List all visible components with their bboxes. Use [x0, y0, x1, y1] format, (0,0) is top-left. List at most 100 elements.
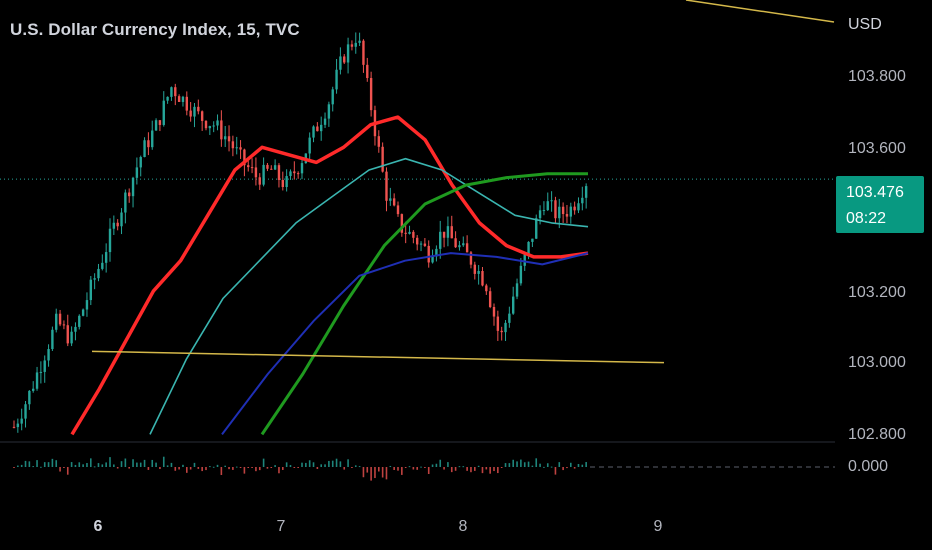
candle-body — [250, 167, 254, 169]
oscillator-bar — [40, 466, 42, 468]
oscillator-bar — [550, 466, 553, 468]
oscillator-bar — [247, 467, 250, 468]
candle-body — [81, 309, 85, 316]
oscillator-bar — [343, 467, 346, 470]
oscillator-bar — [270, 467, 273, 468]
oscillator-bar — [139, 462, 142, 467]
candle-body — [108, 228, 112, 253]
oscillator-bar — [447, 462, 449, 467]
ma-line-ma_fast_red — [70, 115, 589, 436]
candle-body — [442, 231, 446, 238]
candle-body — [273, 165, 277, 170]
candle-body — [116, 222, 119, 227]
candle-body — [439, 231, 442, 249]
oscillator-bar — [239, 467, 242, 468]
time-label-9: 9 — [653, 518, 663, 535]
candle-body — [523, 254, 526, 266]
oscillator-bar — [297, 467, 299, 468]
oscillator-bar — [474, 467, 476, 471]
ma-line-ma_green — [260, 172, 588, 436]
oscillator-bar — [312, 462, 315, 467]
oscillator-bar — [258, 467, 261, 471]
oscillator-bar — [354, 465, 357, 467]
oscillator-bar — [201, 467, 203, 472]
candle-body — [573, 206, 576, 211]
oscillator-bar — [243, 467, 246, 474]
candle-body — [143, 140, 146, 158]
candle-body — [454, 238, 457, 248]
candle-body — [423, 243, 427, 246]
oscillator-bar — [335, 458, 338, 467]
oscillator-bar — [113, 464, 115, 467]
candle-body — [358, 40, 361, 43]
candle-body — [312, 126, 315, 138]
oscillator-bar — [66, 467, 69, 475]
oscillator-bar — [47, 462, 50, 467]
candle-body — [427, 245, 430, 263]
oscillator-bar — [558, 462, 561, 467]
oscillator-bar — [508, 463, 511, 467]
oscillator-bar — [101, 464, 104, 467]
candle-body — [239, 147, 242, 150]
candle-body — [124, 192, 127, 213]
candle-body — [485, 285, 488, 292]
oscillator-bar — [546, 463, 549, 467]
candle-body — [500, 330, 503, 333]
oscillator-bar — [82, 464, 84, 467]
candle-body — [120, 212, 123, 227]
candle-body — [193, 106, 196, 117]
oscillator-bar — [109, 457, 111, 467]
oscillator-bar — [493, 467, 495, 472]
candle-body — [12, 426, 16, 428]
oscillator-bar — [458, 466, 461, 468]
candle-body — [577, 203, 580, 211]
candle-body — [408, 231, 411, 234]
candle-body — [39, 371, 43, 373]
oscillator-bar — [520, 459, 522, 467]
candle-body — [554, 200, 557, 219]
price-tick-103600: 103.600 — [848, 140, 906, 157]
candle-body — [385, 171, 388, 201]
oscillator-bar — [285, 462, 288, 467]
candle-body — [335, 69, 338, 90]
candle-body — [158, 120, 162, 125]
oscillator-bar — [416, 467, 418, 470]
oscillator-bar — [162, 456, 165, 467]
oscillator-bar — [527, 461, 530, 467]
oscillator-bar — [381, 467, 384, 478]
oscillator-bar — [186, 467, 188, 473]
oscillator-bar — [151, 459, 154, 467]
candle-body — [174, 87, 177, 97]
candle-body — [47, 349, 50, 361]
candle-body — [20, 418, 23, 424]
oscillator-bar — [462, 466, 465, 468]
oscillator-bar — [178, 467, 180, 470]
candle-body — [377, 136, 380, 147]
candle-body — [320, 124, 323, 132]
candle-body — [550, 200, 553, 202]
candle-body — [24, 404, 27, 419]
price-tick-102800: 102.800 — [848, 426, 906, 443]
candle-body — [462, 243, 465, 246]
candle-body — [362, 40, 365, 65]
oscillator-bar — [289, 465, 292, 467]
candle-body — [565, 214, 569, 217]
oscillator-bar — [347, 459, 349, 467]
oscillator-bar — [401, 467, 403, 475]
oscillator-bar — [351, 467, 353, 469]
oscillator-bar — [324, 464, 326, 467]
oscillator-bar — [466, 467, 468, 471]
oscillator-bar — [36, 460, 38, 467]
oscillator-bar — [404, 467, 407, 468]
candle-body — [247, 165, 250, 168]
candle-body — [535, 218, 538, 239]
candle-body — [104, 252, 108, 263]
oscillator-bar — [282, 467, 284, 470]
candle-body — [293, 171, 296, 174]
candle-body — [538, 210, 542, 219]
oscillator-bar — [224, 465, 226, 467]
candle-body — [339, 56, 342, 70]
candle-body — [101, 262, 104, 269]
ma-line-ma_teal — [149, 157, 589, 435]
